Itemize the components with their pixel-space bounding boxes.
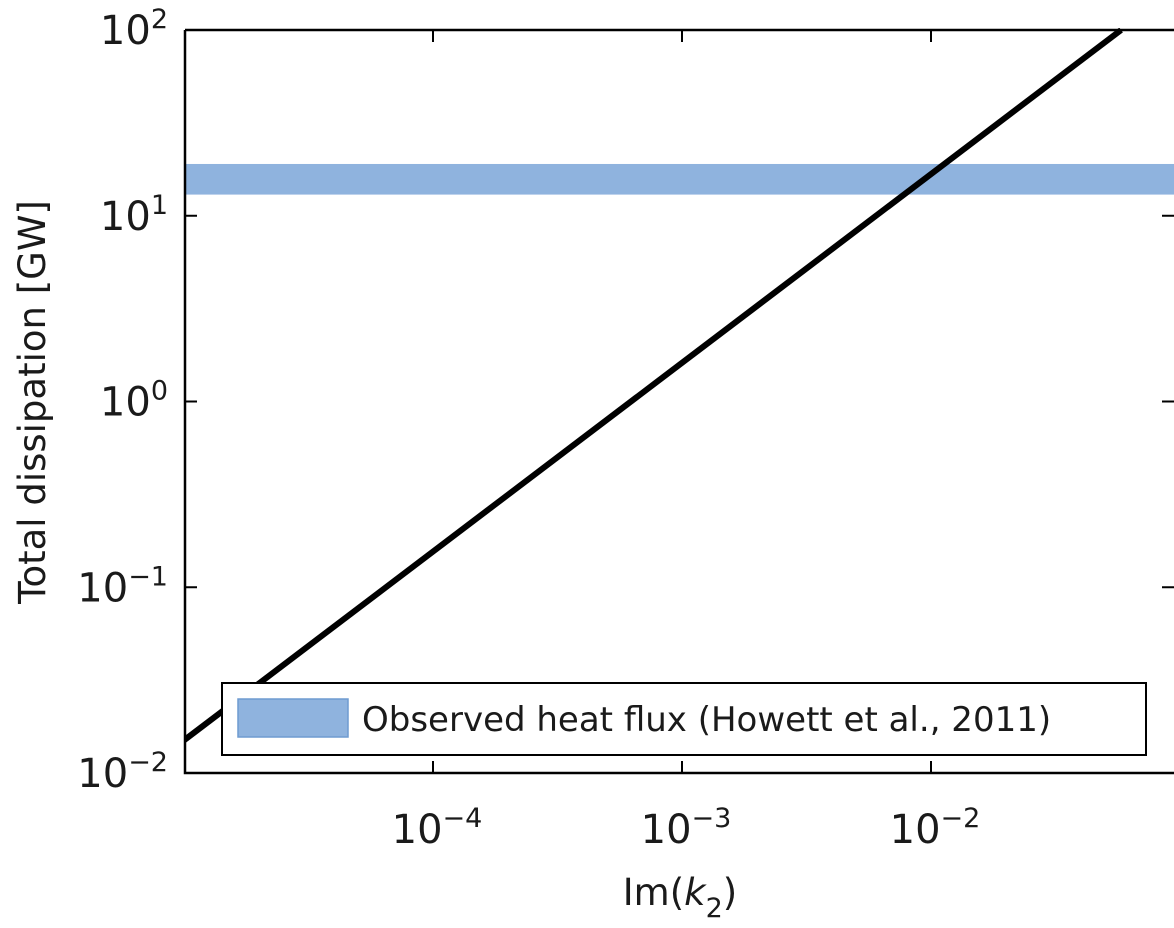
y-tick-label: 102 [100,4,168,54]
ticks: 10−2 10−1 100 101 102 10−4 10−3 10−2 [77,4,1174,853]
y-tick-label: 10−1 [77,561,168,611]
x-tick-label: 10−3 [641,803,732,853]
axis-frame [183,28,1174,775]
y-axis-title: Total dissipation [GW] [11,200,54,605]
y-tick-label: 10−2 [77,747,168,797]
legend-box [221,682,1147,756]
axes [183,28,1174,775]
observed-heat-flux-band [185,163,1174,195]
x-axis-title: Im(k2) [623,871,737,924]
legend-label: Observed heat flux (Howett et al., 2011) [362,700,1051,740]
legend: Observed heat flux (Howett et al., 2011) [221,682,1147,756]
y-tick-label: 101 [100,190,168,240]
dissipation-line [185,28,1123,743]
x-tick-label: 10−4 [392,803,483,853]
legend-swatch [237,698,349,738]
band-layer [185,163,1174,195]
series-layer [185,28,1123,743]
y-tick-label: 100 [100,376,168,426]
x-tick-label: 10−2 [890,803,981,853]
